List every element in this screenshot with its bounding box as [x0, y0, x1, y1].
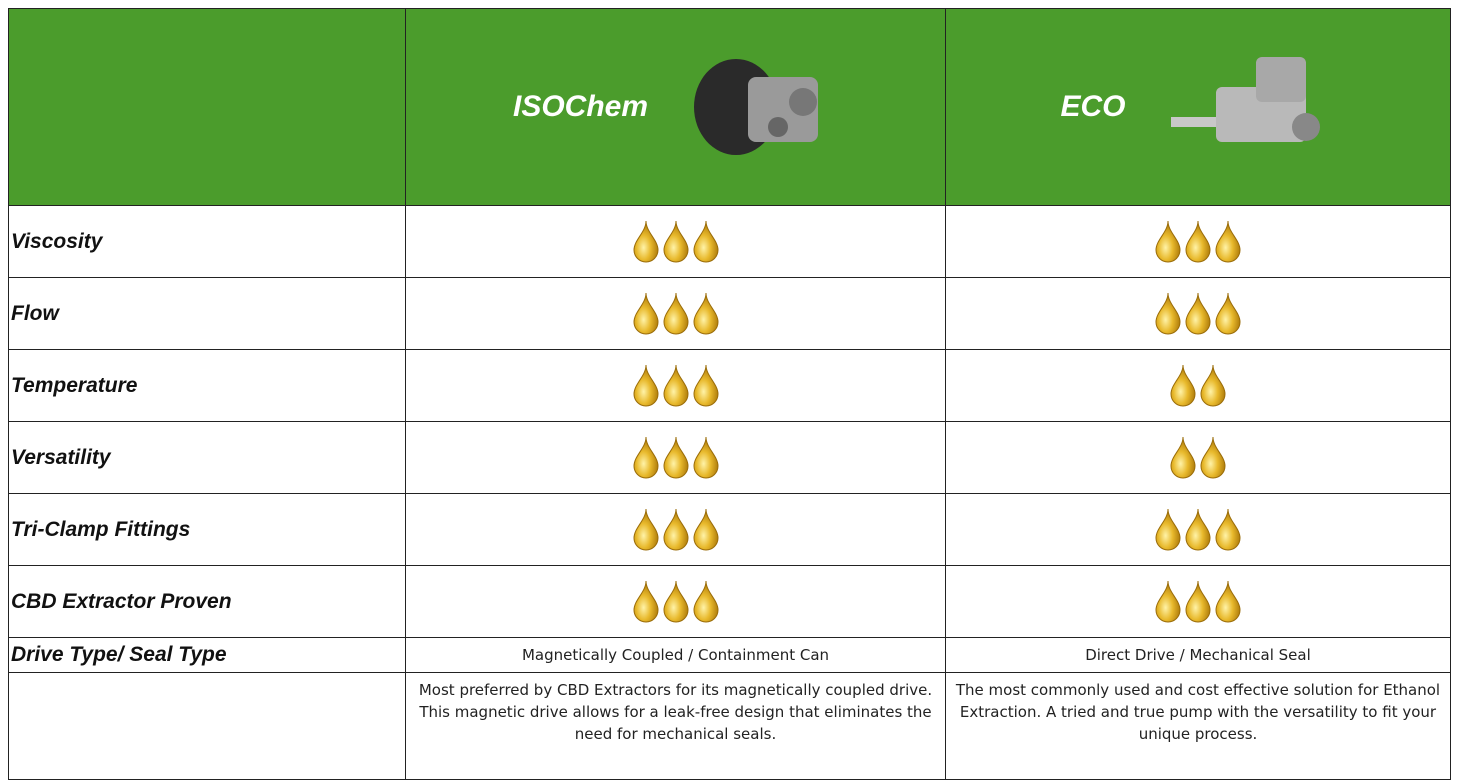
drive-cell: Direct Drive / Mechanical Seal — [946, 638, 1451, 673]
rating-cell — [946, 494, 1451, 566]
header-row: ISOChem ECO — [9, 9, 1451, 206]
rating-cell — [946, 278, 1451, 350]
header-empty — [9, 9, 406, 206]
drive-cell: Magnetically Coupled / Containment Can — [406, 638, 946, 673]
description-row: Most preferred by CBD Extractors for its… — [9, 673, 1451, 780]
rating-row: Temperature — [9, 350, 1451, 422]
row-label: Drive Type/ Seal Type — [9, 638, 406, 673]
comparison-table: ISOChem ECO — [8, 8, 1451, 780]
drop-icon — [1154, 220, 1182, 264]
description-cell: Most preferred by CBD Extractors for its… — [406, 673, 946, 780]
drop-icon — [662, 364, 690, 408]
drop-icon — [1154, 580, 1182, 624]
header-cell: ISOChem — [406, 9, 946, 206]
drop-icon — [1184, 580, 1212, 624]
rating-cell — [406, 206, 946, 278]
drop-icon — [662, 220, 690, 264]
drop-icon — [1184, 220, 1212, 264]
drop-icon — [632, 364, 660, 408]
drop-icon — [632, 436, 660, 480]
drop-icon — [662, 580, 690, 624]
drop-icon — [1154, 292, 1182, 336]
rating-row: CBD Extractor Proven — [9, 566, 1451, 638]
drop-icon — [1214, 580, 1242, 624]
drop-icon — [1154, 508, 1182, 552]
drop-icon — [662, 508, 690, 552]
drop-icon — [632, 580, 660, 624]
rating-row: Versatility — [9, 422, 1451, 494]
product-name: ISOChem — [513, 90, 648, 124]
drop-icon — [1169, 364, 1197, 408]
product-image — [688, 52, 838, 162]
row-label: CBD Extractor Proven — [9, 566, 406, 638]
drop-icon — [662, 436, 690, 480]
product-image — [1166, 47, 1336, 167]
drop-icon — [1199, 436, 1227, 480]
rating-cell — [946, 206, 1451, 278]
rating-cell — [406, 278, 946, 350]
drop-icon — [692, 508, 720, 552]
row-label: Viscosity — [9, 206, 406, 278]
drop-icon — [1199, 364, 1227, 408]
drop-icon — [1214, 292, 1242, 336]
rating-cell — [946, 350, 1451, 422]
drop-icon — [632, 508, 660, 552]
header-cell: ECO — [946, 9, 1451, 206]
drop-icon — [1169, 436, 1197, 480]
drop-icon — [1214, 508, 1242, 552]
page: ISOChem ECO — [0, 0, 1457, 775]
drop-icon — [1184, 508, 1212, 552]
drop-icon — [632, 292, 660, 336]
row-label: Versatility — [9, 422, 406, 494]
drop-icon — [1214, 220, 1242, 264]
product-name: ECO — [1060, 90, 1125, 124]
row-label: Tri-Clamp Fittings — [9, 494, 406, 566]
description-cell: The most commonly used and cost effectiv… — [946, 673, 1451, 780]
drop-icon — [692, 580, 720, 624]
rating-cell — [406, 350, 946, 422]
drop-icon — [1184, 292, 1212, 336]
drop-icon — [692, 292, 720, 336]
rating-cell — [406, 494, 946, 566]
drop-icon — [692, 364, 720, 408]
rating-cell — [946, 566, 1451, 638]
drop-icon — [662, 292, 690, 336]
rating-cell — [406, 422, 946, 494]
rating-row: Tri-Clamp Fittings — [9, 494, 1451, 566]
rating-cell — [946, 422, 1451, 494]
row-label: Flow — [9, 278, 406, 350]
rating-row: Viscosity — [9, 206, 1451, 278]
rating-row: Flow — [9, 278, 1451, 350]
drop-icon — [692, 220, 720, 264]
drop-icon — [692, 436, 720, 480]
rating-cell — [406, 566, 946, 638]
row-label-empty — [9, 673, 406, 780]
drop-icon — [632, 220, 660, 264]
row-label: Temperature — [9, 350, 406, 422]
